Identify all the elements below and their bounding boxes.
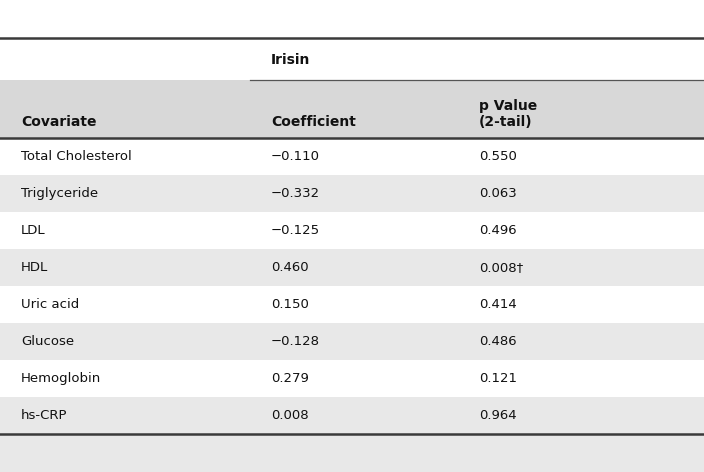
Text: 0.063: 0.063: [479, 187, 517, 200]
Text: Coefficient: Coefficient: [271, 115, 356, 129]
Text: hs-CRP: hs-CRP: [21, 409, 68, 422]
Bar: [0, 80, 704, 138]
Text: Covariate: Covariate: [21, 115, 96, 129]
Text: −0.125: −0.125: [271, 224, 320, 237]
Bar: [0, 249, 704, 286]
Bar: [0, 38, 704, 80]
Text: −0.110: −0.110: [271, 150, 320, 163]
Text: 0.460: 0.460: [271, 261, 308, 274]
Bar: [0, 286, 704, 323]
Text: Total Cholesterol: Total Cholesterol: [21, 150, 132, 163]
Text: 0.964: 0.964: [479, 409, 516, 422]
Text: 0.008: 0.008: [271, 409, 308, 422]
Text: 0.414: 0.414: [479, 298, 517, 311]
Text: 0.550: 0.550: [479, 150, 517, 163]
Text: HDL: HDL: [21, 261, 49, 274]
Bar: [0, 397, 704, 434]
Text: −0.332: −0.332: [271, 187, 320, 200]
Bar: [0, 138, 704, 175]
Text: Irisin: Irisin: [271, 53, 310, 67]
Bar: [0, 0, 704, 38]
Text: 0.279: 0.279: [271, 372, 309, 385]
Bar: [0, 360, 704, 397]
Text: 0.150: 0.150: [271, 298, 309, 311]
Text: 0.008†: 0.008†: [479, 261, 523, 274]
Text: Uric acid: Uric acid: [21, 298, 80, 311]
Text: 0.496: 0.496: [479, 224, 516, 237]
Text: −0.128: −0.128: [271, 335, 320, 348]
Text: Hemoglobin: Hemoglobin: [21, 372, 101, 385]
Text: LDL: LDL: [21, 224, 46, 237]
Bar: [0, 323, 704, 360]
Text: p Value
(2-tail): p Value (2-tail): [479, 99, 537, 129]
Bar: [0, 175, 704, 212]
Bar: [0, 212, 704, 249]
Bar: [0, 434, 704, 472]
Text: 0.121: 0.121: [479, 372, 517, 385]
Text: Triglyceride: Triglyceride: [21, 187, 99, 200]
Text: 0.486: 0.486: [479, 335, 516, 348]
Text: Glucose: Glucose: [21, 335, 74, 348]
